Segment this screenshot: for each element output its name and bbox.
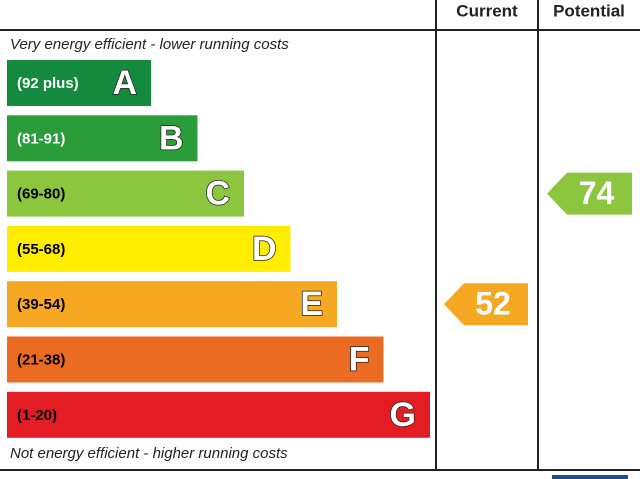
band-range: (55-68) (17, 241, 65, 258)
bottom-note: Not energy efficient - higher running co… (10, 445, 288, 462)
band-range: (39-54) (17, 296, 65, 313)
band-bar (7, 115, 198, 162)
band-letter: A (112, 64, 137, 102)
band-bar (7, 281, 337, 328)
band-range: (81-91) (17, 130, 65, 147)
band-bar (7, 336, 384, 383)
band-range: (1-20) (17, 407, 57, 424)
band-bar (7, 170, 244, 217)
current-value: 52 (475, 286, 511, 322)
current-arrow (444, 283, 528, 326)
potential-header: Potential (553, 1, 625, 20)
band-letter: B (159, 119, 184, 157)
potential-arrow (547, 172, 632, 215)
band-letter: D (252, 230, 277, 268)
band-range: (21-38) (17, 351, 65, 368)
band-letter: F (349, 340, 370, 378)
band-letter: C (205, 175, 230, 213)
band-range: (69-80) (17, 186, 65, 203)
band-bar (7, 60, 151, 106)
band-letter: G (390, 396, 416, 434)
top-note: Very energy efficient - lower running co… (10, 36, 289, 53)
band-bar (7, 391, 430, 438)
band-bar (7, 225, 291, 272)
band-range: (92 plus) (17, 75, 79, 92)
edge-strip (552, 475, 628, 479)
band-letter: E (300, 285, 323, 323)
current-header: Current (456, 1, 518, 20)
potential-value: 74 (579, 175, 615, 211)
